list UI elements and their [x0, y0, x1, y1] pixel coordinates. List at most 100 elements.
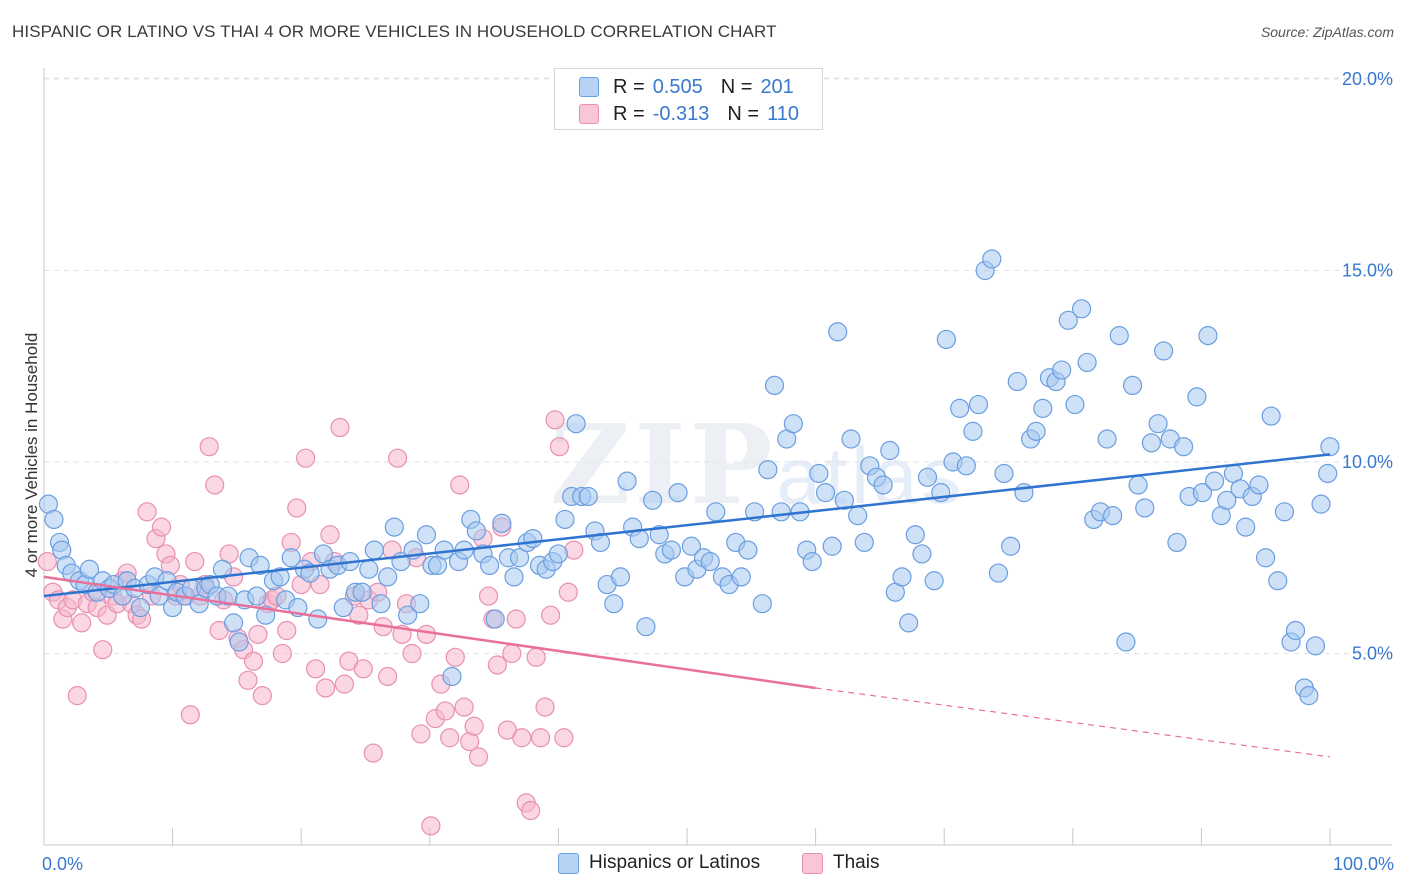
- hispanics-point: [982, 249, 1002, 269]
- hispanics-point: [968, 394, 989, 415]
- hispanics-point: [371, 594, 391, 614]
- hispanics-point: [1249, 475, 1269, 495]
- trend-lines: [43, 453, 1331, 758]
- hispanics-point: [700, 551, 720, 572]
- hispanics-point: [250, 555, 270, 576]
- hispanics-point: [333, 597, 353, 618]
- hispanics-point: [771, 502, 791, 522]
- thais-point: [334, 674, 355, 694]
- hispanics-point: [504, 567, 524, 587]
- hispanics-point: [1305, 636, 1326, 656]
- hispanics-point: [1097, 429, 1117, 449]
- hispanics-point: [555, 509, 575, 530]
- thais-point: [402, 643, 422, 664]
- thais-point: [151, 517, 172, 537]
- thais-point: [320, 525, 340, 545]
- hispanics-point: [668, 483, 688, 503]
- thais-point: [363, 743, 383, 763]
- thais-point: [248, 624, 268, 644]
- thais-point: [388, 448, 408, 468]
- thais-point: [454, 697, 474, 717]
- tick-labels: 5.0% 10.0% 15.0% 20.0% 0.0% 100.0%: [42, 69, 1394, 874]
- thais-point: [287, 498, 307, 518]
- thais-point: [305, 659, 326, 679]
- thais-point: [506, 609, 526, 629]
- hispanics-point: [1116, 632, 1136, 652]
- hispanics-point: [873, 475, 893, 495]
- thais-point: [540, 605, 561, 625]
- hispanics-point: [1192, 483, 1213, 503]
- hispanics-point: [410, 594, 430, 614]
- series-swatch-blue: [558, 852, 579, 874]
- hispanics-point: [642, 490, 663, 510]
- hispanics-point: [130, 597, 151, 618]
- y-tick-label: 5.0%: [1352, 644, 1393, 664]
- hispanics-point: [636, 617, 656, 637]
- thais-point: [531, 728, 551, 748]
- series-legend-hispanics: Hispanics or Latinos: [558, 852, 760, 874]
- hispanics-point: [924, 571, 944, 591]
- hispanics-point: [1217, 490, 1237, 510]
- hispanics-point: [617, 471, 637, 491]
- hispanics-point: [492, 513, 512, 533]
- thais-point: [440, 728, 460, 748]
- hispanics-point: [610, 567, 631, 587]
- hispanics-point: [509, 548, 530, 568]
- hispanics-point: [1001, 536, 1021, 556]
- hispanics-point: [661, 540, 682, 560]
- hispanics-point: [988, 563, 1009, 583]
- hispanics-point: [706, 502, 726, 522]
- hispanics-point: [917, 467, 938, 487]
- hispanics-point: [1154, 341, 1174, 361]
- hispanics-point: [1268, 571, 1288, 591]
- thais-point: [277, 620, 297, 641]
- y-axis-label: 4 or more Vehicles in Household: [22, 333, 41, 578]
- thais-point: [67, 686, 87, 706]
- hispanics-point: [212, 559, 233, 579]
- hispanics-point: [649, 525, 669, 545]
- x-tick-label: 100.0%: [1333, 854, 1394, 874]
- legend-n-value: 201: [760, 75, 794, 98]
- thais-point: [353, 659, 373, 679]
- hispanics-point: [956, 456, 976, 476]
- legend-n-value: 110: [767, 102, 799, 125]
- series-label-thais: Thais: [833, 852, 880, 873]
- hispanics-point: [994, 463, 1014, 484]
- hispanics-point: [223, 613, 244, 633]
- hispanics-point: [384, 517, 404, 537]
- series-label-hispanics: Hispanics or Latinos: [589, 852, 761, 873]
- hispanics-point: [1236, 517, 1256, 537]
- hispanics-point: [416, 525, 437, 545]
- hispanics-point: [590, 532, 611, 553]
- hispanics-point: [752, 594, 772, 614]
- legend-n-label: N =: [720, 75, 753, 98]
- hispanics-point: [834, 490, 854, 510]
- hispanics-point: [880, 440, 900, 461]
- hispanics-point: [802, 551, 822, 572]
- correlation-legend: R = 0.505 N = 201 R = -0.313 N = 110: [554, 68, 823, 130]
- thais-point: [554, 728, 574, 748]
- hispanics-point: [1173, 437, 1194, 457]
- hispanics-point: [308, 609, 328, 629]
- hispanics-point: [523, 528, 543, 549]
- hispanics-point: [1026, 421, 1046, 441]
- hispanics-point: [300, 563, 320, 583]
- hispanics-point: [79, 559, 100, 579]
- hispanics-point: [1065, 394, 1085, 415]
- thais-point: [349, 605, 369, 625]
- hispanics-point: [442, 666, 462, 687]
- hispanics-point: [480, 555, 500, 576]
- hispanics-point: [270, 567, 290, 587]
- hispanics-point: [1261, 406, 1281, 426]
- thais-trend-extension: [815, 687, 1331, 758]
- axes: [43, 68, 1392, 846]
- hispanics-point: [1320, 437, 1340, 457]
- hispanics-point: [1318, 463, 1338, 484]
- hispanics-point: [1071, 299, 1092, 319]
- thais-point: [445, 647, 465, 667]
- hispanics-point: [604, 594, 624, 614]
- hispanics-point: [936, 329, 956, 350]
- hispanics-point: [738, 540, 758, 560]
- legend-r-label: R =: [613, 102, 645, 125]
- hispanics-point: [731, 567, 751, 587]
